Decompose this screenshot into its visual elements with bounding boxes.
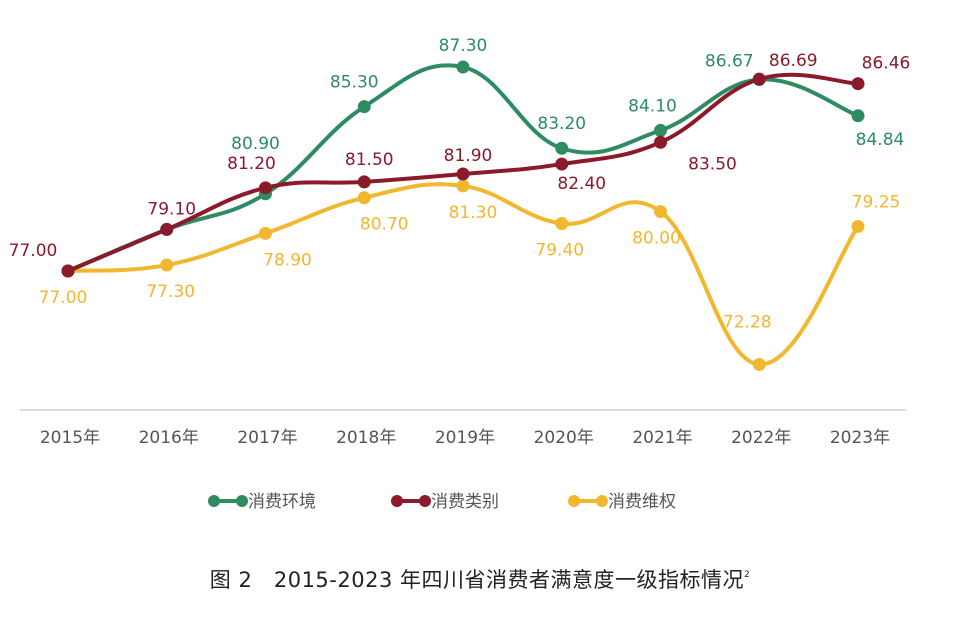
data-point — [456, 60, 470, 74]
data-point — [160, 258, 174, 272]
series-2 — [61, 72, 865, 278]
data-label: 77.30 — [146, 282, 195, 302]
caption-text: 2015-2023 年四川省消费者满意度一级指标情况 — [273, 568, 744, 592]
legend-item-3[interactable]: 消费维权 — [568, 492, 676, 512]
x-tick-label: 2019年 — [435, 428, 495, 448]
caption-prefix: 图 2 — [209, 568, 253, 592]
legend: 消费环境 消费类别 消费维权 — [208, 492, 676, 512]
data-label: 77.00 — [9, 241, 58, 261]
legend-swatch-dot — [596, 495, 608, 507]
data-point — [357, 100, 371, 114]
data-label: 80.00 — [632, 229, 681, 249]
x-tick-label: 2023年 — [830, 428, 890, 448]
legend-label: 消费类别 — [431, 492, 499, 512]
data-point — [851, 77, 865, 91]
data-point — [851, 109, 865, 123]
data-label: 81.90 — [444, 146, 493, 166]
data-label: 86.69 — [769, 51, 818, 71]
legend-swatch-dot — [419, 495, 431, 507]
figure-caption: 图 2 2015-2023 年四川省消费者满意度一级指标情况2 — [0, 564, 960, 594]
data-point — [357, 175, 371, 189]
data-label: 79.25 — [852, 192, 901, 212]
data-label: 80.90 — [231, 134, 280, 154]
data-point — [752, 357, 766, 371]
data-label: 79.40 — [535, 240, 584, 260]
x-tick-label: 2021年 — [632, 428, 692, 448]
x-tick-layer: 2015年 2016年 2017年 2018年 2019年 2020年 2021年 2022年… — [40, 428, 890, 448]
data-label: 72.28 — [723, 312, 772, 332]
data-label: 79.10 — [147, 199, 196, 219]
series-line — [66, 182, 860, 367]
data-label: 83.50 — [688, 154, 737, 174]
data-point — [61, 264, 75, 278]
series-layer — [61, 60, 865, 371]
line-chart: 80.90 85.30 87.30 83.20 84.10 86.67 84.84 77.00… — [9, 36, 911, 512]
data-label: 81.50 — [345, 150, 394, 170]
legend-item-2[interactable]: 消费类别 — [391, 492, 499, 512]
data-point — [654, 135, 667, 149]
data-point — [555, 216, 569, 230]
data-point — [456, 167, 470, 181]
data-label: 81.30 — [449, 203, 498, 223]
x-tick-label: 2022年 — [731, 428, 791, 448]
legend-swatch-dot — [208, 495, 220, 507]
data-point — [555, 157, 569, 171]
data-point — [259, 226, 272, 240]
data-label: 83.20 — [537, 114, 586, 134]
data-point — [654, 205, 667, 219]
data-point — [752, 72, 766, 86]
data-point — [851, 219, 865, 233]
series-3 — [61, 179, 865, 371]
x-tick-label: 2018年 — [336, 428, 396, 448]
data-label: 81.20 — [227, 154, 276, 174]
data-label: 84.10 — [628, 96, 677, 116]
data-label: 86.67 — [705, 52, 754, 72]
caption-footnote: 2 — [743, 570, 751, 580]
data-point — [160, 222, 174, 236]
legend-label: 消费维权 — [608, 492, 676, 512]
x-tick-label: 2015年 — [40, 428, 100, 448]
data-point — [357, 191, 371, 205]
legend-swatch-dot — [236, 495, 248, 507]
legend-swatch-dot — [568, 495, 580, 507]
legend-item-1[interactable]: 消费环境 — [208, 492, 316, 512]
data-label: 82.40 — [557, 174, 606, 194]
x-tick-label: 2016年 — [139, 428, 199, 448]
data-label: 78.90 — [263, 250, 312, 270]
data-label: 80.70 — [360, 215, 409, 235]
data-label: 86.46 — [862, 54, 911, 74]
data-point — [456, 179, 470, 193]
data-label-layer: 80.90 85.30 87.30 83.20 84.10 86.67 84.84 77.00… — [9, 36, 911, 332]
data-point — [555, 141, 569, 155]
data-label: 77.00 — [39, 288, 88, 308]
legend-swatch-dot — [391, 495, 403, 507]
x-tick-label: 2020年 — [534, 428, 594, 448]
data-label: 85.30 — [330, 73, 379, 93]
data-label: 84.84 — [856, 130, 905, 150]
data-point — [654, 123, 667, 137]
data-point — [259, 181, 272, 195]
data-label: 87.30 — [439, 36, 488, 56]
legend-label: 消费环境 — [248, 492, 316, 512]
x-tick-label: 2017年 — [237, 428, 297, 448]
